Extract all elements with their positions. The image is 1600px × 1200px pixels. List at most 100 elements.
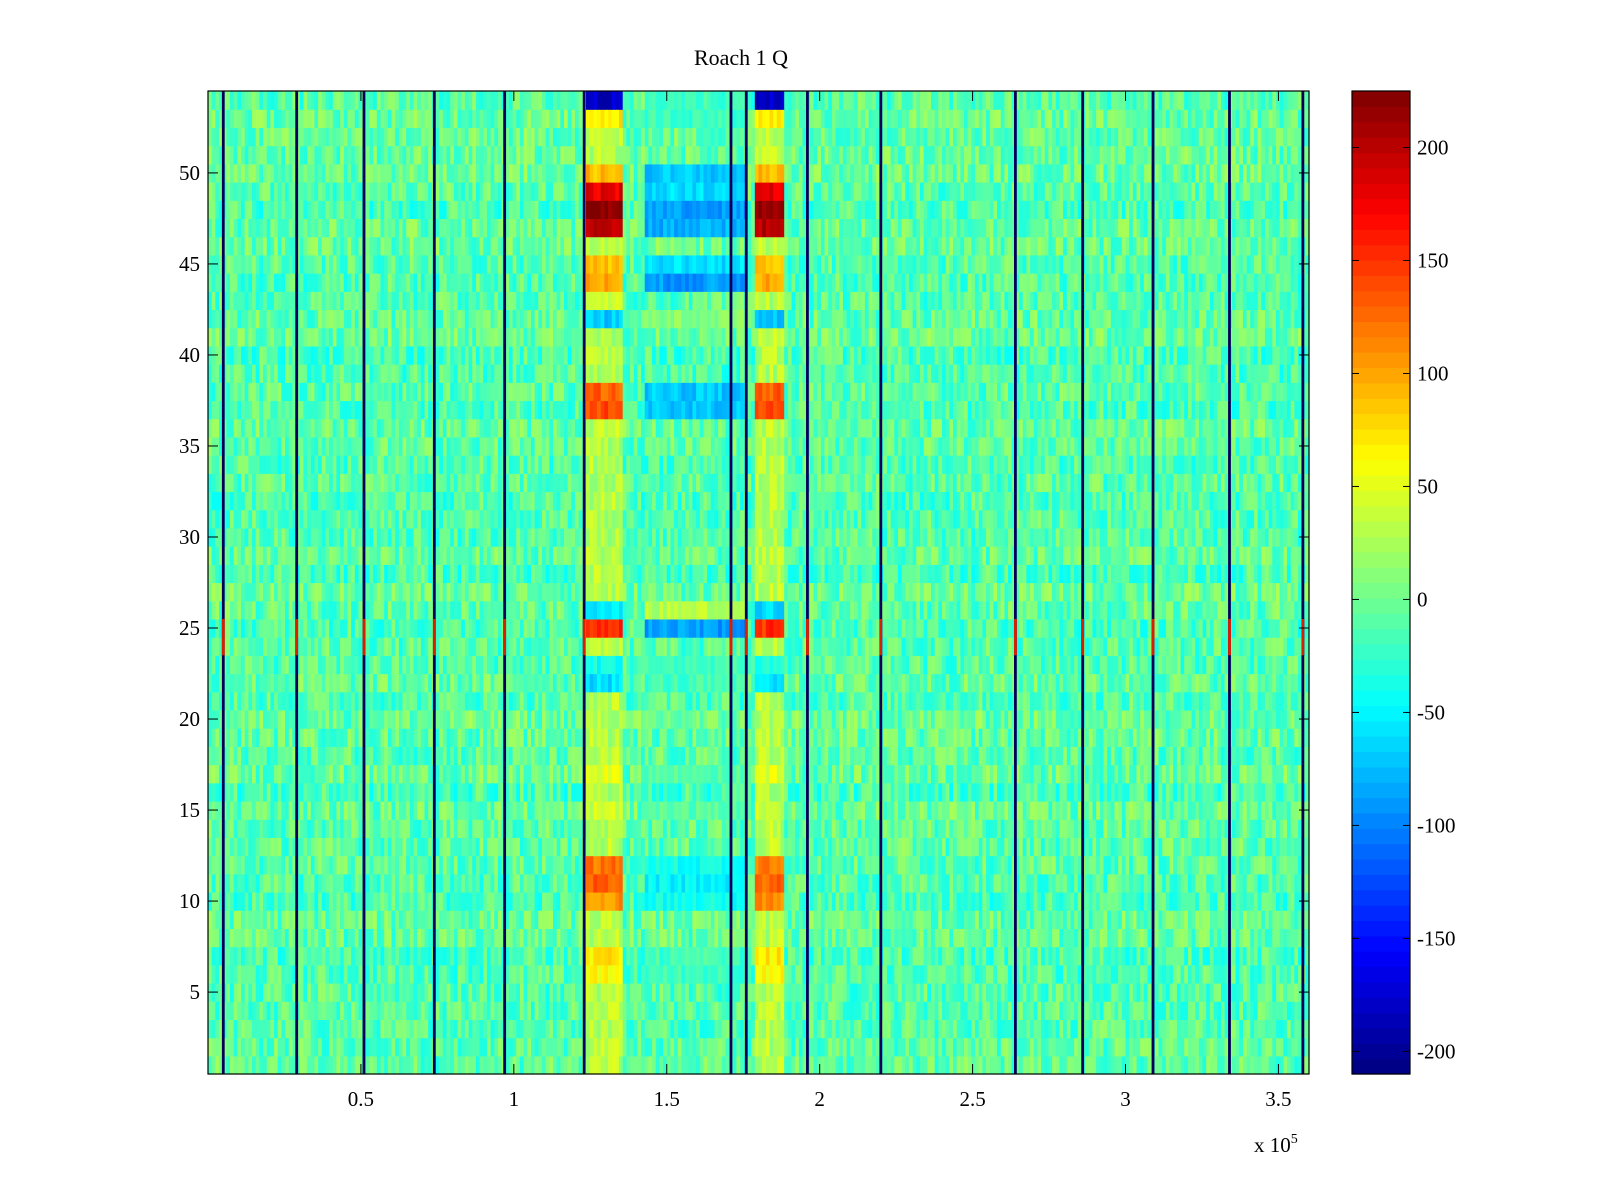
heatmap-cell <box>714 874 718 893</box>
heatmap-cell <box>722 837 726 856</box>
heatmap-cell <box>241 910 245 929</box>
heatmap-cell <box>681 1038 685 1057</box>
heatmap-cell <box>975 1019 979 1038</box>
heatmap-cell <box>458 910 462 929</box>
heatmap-cell <box>968 965 972 984</box>
heatmap-cell <box>535 892 539 911</box>
heatmap-cell <box>759 910 763 929</box>
heatmap-cell <box>1283 910 1287 929</box>
heatmap-cell <box>494 837 498 856</box>
heatmap-cell <box>461 819 465 838</box>
heatmap-cell <box>263 874 267 893</box>
heatmap-cell <box>1019 801 1023 820</box>
heatmap-cell <box>314 837 318 856</box>
heatmap-cell <box>714 856 718 875</box>
heatmap-cell <box>1001 856 1005 875</box>
heatmap-cell <box>458 801 462 820</box>
heatmap-cell <box>828 1056 832 1075</box>
heatmap-cell <box>1004 1001 1008 1020</box>
heatmap-cell <box>1111 1038 1115 1057</box>
heatmap-cell <box>447 965 451 984</box>
heatmap-cell <box>968 1001 972 1020</box>
heatmap-cell <box>1008 965 1012 984</box>
heatmap-cell <box>469 965 473 984</box>
heatmap-cell <box>546 1038 550 1057</box>
heatmap-cell <box>1037 783 1041 802</box>
heatmap-cell <box>1100 1038 1104 1057</box>
heatmap-cell <box>1140 1038 1144 1057</box>
heatmap-cell <box>450 1019 454 1038</box>
heatmap-cell <box>858 910 862 929</box>
heatmap-cell <box>1063 892 1067 911</box>
heatmap-cell <box>1111 983 1115 1002</box>
heatmap-cell <box>604 1038 608 1057</box>
heatmap-cell <box>311 965 315 984</box>
heatmap-cell <box>924 928 928 947</box>
heatmap-cell <box>1199 856 1203 875</box>
heatmap-cell <box>531 819 535 838</box>
heatmap-cell <box>355 965 359 984</box>
heatmap-cell <box>663 1019 667 1038</box>
heatmap-cell <box>1195 801 1199 820</box>
heatmap-cell <box>938 1019 942 1038</box>
heatmap-cell <box>443 874 447 893</box>
heatmap-cell <box>1280 910 1284 929</box>
heatmap-cell <box>759 1056 763 1075</box>
heatmap-cell <box>527 1001 531 1020</box>
heatmap-cell <box>898 983 902 1002</box>
heatmap-cell <box>414 856 418 875</box>
heatmap-cell <box>575 965 579 984</box>
heatmap-cell <box>1287 1056 1291 1075</box>
heatmap-cell <box>410 837 414 856</box>
heatmap-cell <box>1258 910 1262 929</box>
heatmap-cell <box>322 801 326 820</box>
heatmap-cell <box>406 837 410 856</box>
heatmap-cell <box>759 783 763 802</box>
heatmap-cell <box>759 801 763 820</box>
heatmap-cell <box>1199 1038 1203 1057</box>
heatmap-cell <box>1283 947 1287 966</box>
heatmap-cell <box>1137 801 1141 820</box>
heatmap-cell <box>208 856 212 875</box>
heatmap-cell <box>351 837 355 856</box>
heatmap-cell <box>1114 856 1118 875</box>
heatmap-cell <box>322 1038 326 1057</box>
heatmap-cell <box>274 965 278 984</box>
heatmap-cell <box>759 983 763 1002</box>
heatmap-cell <box>1137 928 1141 947</box>
heatmap-cell <box>957 1001 961 1020</box>
heatmap-cell <box>836 983 840 1002</box>
heatmap-cell <box>1067 965 1071 984</box>
heatmap-cell <box>285 856 289 875</box>
heatmap-cell <box>436 765 440 784</box>
heatmap-cell <box>1236 783 1240 802</box>
heatmap-cell <box>329 1001 333 1020</box>
heatmap-cell <box>285 1056 289 1075</box>
heatmap-cell <box>388 783 392 802</box>
heatmap-cell <box>351 947 355 966</box>
heatmap-cell <box>902 947 906 966</box>
heatmap-cell <box>476 856 480 875</box>
heatmap-cell <box>447 947 451 966</box>
heatmap-cell <box>278 928 282 947</box>
heatmap-cell <box>733 783 737 802</box>
heatmap-cell <box>733 892 737 911</box>
heatmap-cell <box>1272 910 1276 929</box>
heatmap-cell <box>935 874 939 893</box>
heatmap-cell <box>369 1038 373 1057</box>
heatmap-cell <box>1045 1001 1049 1020</box>
heatmap-cell <box>821 1019 825 1038</box>
heatmap-cell <box>711 856 715 875</box>
heatmap-cell <box>1034 965 1038 984</box>
heatmap-cell <box>336 765 340 784</box>
heatmap-cell <box>957 983 961 1002</box>
heatmap-cell <box>883 1056 887 1075</box>
heatmap-cell <box>689 928 693 947</box>
heatmap-cell <box>406 783 410 802</box>
heatmap-cell <box>1019 1019 1023 1038</box>
heatmap-cell <box>513 856 517 875</box>
heatmap-cell <box>861 1056 865 1075</box>
heatmap-cell <box>384 965 388 984</box>
heatmap-cell <box>755 892 759 911</box>
heatmap-cell <box>347 765 351 784</box>
